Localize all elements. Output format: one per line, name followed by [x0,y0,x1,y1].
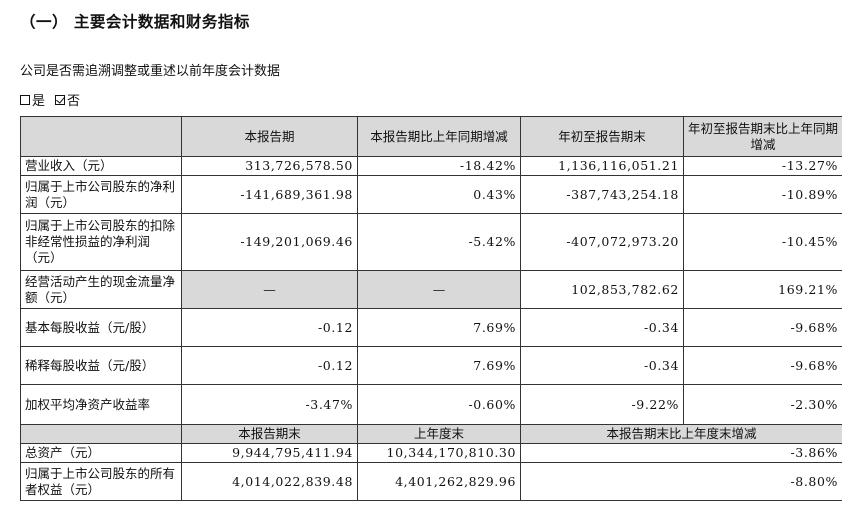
cell-value: -407,072,973.20 [520,213,684,271]
cell-value: -9.68% [683,346,842,385]
retro-adjust-question: 公司是否需追溯调整或重述以前年度会计数据 [20,64,281,79]
yes-checkbox-icon[interactable] [20,94,30,105]
cell-value: -2.30% [683,384,842,425]
row-label: 总资产（元） [20,443,182,463]
cell-value: 169.21% [683,270,842,309]
cell-value: 10,344,170,810.30 [357,443,521,463]
cell-value: 9,944,795,411.94 [181,443,358,463]
col-header-ytd: 年初至报告期末 [520,116,684,157]
table-subheader-row: 本报告期末 上年度末 本报告期末比上年度末增减 [20,424,842,444]
row-label: 稀释每股收益（元/股） [20,346,182,385]
cell-value: -13.27% [683,156,842,176]
row-label: 基本每股收益（元/股） [20,308,182,347]
cell-value: 0.43% [357,175,521,214]
col-header-ytd-change: 年初至报告期末比上年同期增减 [683,116,842,157]
col-header-current-change: 本报告期比上年同期增减 [357,116,521,157]
row-label: 加权平均净资产收益率 [20,384,182,425]
cell-value: 4,401,262,829.96 [357,462,521,501]
cell-value: 7.69% [357,346,521,385]
table-row: 归属于上市公司股东的净利润（元） -141,689,361.98 0.43% -… [20,175,842,214]
cell-value: -149,201,069.46 [181,213,358,271]
col-header-period-end: 本报告期末 [181,424,358,444]
cell-value: -141,689,361.98 [181,175,358,214]
cell-value: 313,726,578.50 [181,156,358,176]
cell-value: -18.42% [357,156,521,176]
cell-value: -0.60% [357,384,521,425]
row-label: 经营活动产生的现金流量净额（元） [20,270,182,309]
cell-value-na: — [357,270,521,309]
table-row: 归属于上市公司股东的所有者权益（元） 4,014,022,839.48 4,40… [20,462,842,501]
table-row: 加权平均净资产收益率 -3.47% -0.60% -9.22% -2.30% [20,384,842,425]
cell-value: -387,743,254.18 [520,175,684,214]
col-header-prior-year-end: 上年度末 [357,424,521,444]
table-row: 基本每股收益（元/股） -0.12 7.69% -0.34 -9.68% [20,308,842,347]
row-label: 归属于上市公司股东的扣除非经常性损益的净利润（元） [20,213,182,271]
cell-value: 4,014,022,839.48 [181,462,358,501]
section-heading: （一） 主要会计数据和财务指标 [20,13,250,31]
cell-value: -0.12 [181,308,358,347]
no-checkbox-checked-icon[interactable] [55,94,66,105]
cell-value: -9.22% [520,384,684,425]
cell-value: -8.80% [520,462,842,501]
table-row: 归属于上市公司股东的扣除非经常性损益的净利润（元） -149,201,069.4… [20,213,842,271]
table-row: 经营活动产生的现金流量净额（元） — — 102,853,782.62 169.… [20,270,842,309]
table-row: 总资产（元） 9,944,795,411.94 10,344,170,810.3… [20,443,842,463]
cell-value: -0.12 [181,346,358,385]
row-label: 归属于上市公司股东的净利润（元） [20,175,182,214]
cell-value: 7.69% [357,308,521,347]
cell-value: -9.68% [683,308,842,347]
col-header-current-period: 本报告期 [181,116,358,157]
no-label: 否 [67,94,81,109]
cell-value: -0.34 [520,346,684,385]
cell-value: 102,853,782.62 [520,270,684,309]
cell-value: -10.89% [683,175,842,214]
cell-value-na: — [181,270,358,309]
table-row: 稀释每股收益（元/股） -0.12 7.69% -0.34 -9.68% [20,346,842,385]
cell-value: -3.47% [181,384,358,425]
cell-value: 1,136,116,051.21 [520,156,684,176]
row-label: 归属于上市公司股东的所有者权益（元） [20,462,182,501]
financial-indicators-table: 本报告期 本报告期比上年同期增减 年初至报告期末 年初至报告期末比上年同期增减 … [20,116,842,501]
col-header-period-end-change: 本报告期末比上年度末增减 [520,424,842,444]
table-header-row: 本报告期 本报告期比上年同期增减 年初至报告期末 年初至报告期末比上年同期增减 [20,116,842,157]
yes-label: 是 [32,94,46,109]
cell-value: -10.45% [683,213,842,271]
row-label: 营业收入（元） [20,156,182,176]
cell-value: -0.34 [520,308,684,347]
table-row: 营业收入（元） 313,726,578.50 -18.42% 1,136,116… [20,156,842,176]
cell-value: -5.42% [357,213,521,271]
cell-value: -3.86% [520,443,842,463]
retro-adjust-options: 是 否 [20,90,80,109]
